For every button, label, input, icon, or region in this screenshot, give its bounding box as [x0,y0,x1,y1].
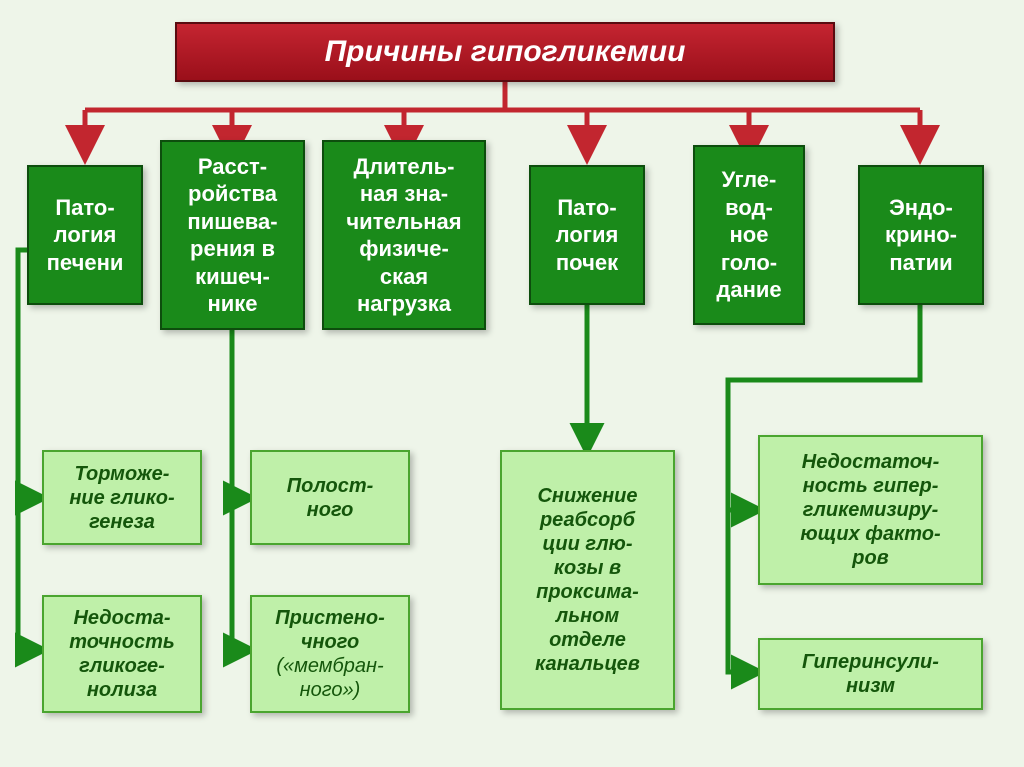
cause-label: Угле-вод-ноеголо-дание [716,166,781,304]
leaf-glyco-inh: Торможе-ние глико-генеза [42,450,202,545]
diagram-title: Причины гипогликемии [175,22,835,82]
leaf-label: Недоста-точностьгликоге-нолиза [69,606,174,702]
leaf-reabsorb: Снижениереабсорбции глю-козы впроксима-л… [500,450,675,710]
leaf-glyco-def: Недоста-точностьгликоге-нолиза [42,595,202,713]
cause-label: Пато-логияпечени [47,194,124,277]
leaf-label: Торможе-ние глико-генеза [69,462,174,534]
leaf-label: Недостаточ-ность гипер-гликемизиру-ющих … [800,450,940,570]
cause-endo: Эндо-крино-патии [858,165,984,305]
leaf-label: Пристено-чного(«мембран-ного») [275,606,385,702]
cause-label: Пато-логияпочек [556,194,619,277]
leaf-hyperins: Гиперинсули-низм [758,638,983,710]
cause-label: Длитель-ная зна-чительнаяфизиче-скаянагр… [346,153,461,318]
leaf-parietal: Пристено-чного(«мембран-ного») [250,595,410,713]
cause-label: Эндо-крино-патии [885,194,957,277]
cause-exercise: Длитель-ная зна-чительнаяфизиче-скаянагр… [322,140,486,330]
cause-kidney: Пато-логияпочек [529,165,645,305]
cause-liver: Пато-логияпечени [27,165,143,305]
leaf-label: Гиперинсули-низм [802,650,939,698]
cause-label: Расст-ройствапишева-рения вкишеч-нике [187,153,277,318]
diagram-title-text: Причины гипогликемии [325,35,686,69]
leaf-hyperfact: Недостаточ-ность гипер-гликемизиру-ющих … [758,435,983,585]
leaf-cavity: Полост-ного [250,450,410,545]
leaf-label: Снижениереабсорбции глю-козы впроксима-л… [535,484,640,676]
cause-starv: Угле-вод-ноеголо-дание [693,145,805,325]
leaf-label: Полост-ного [287,474,374,522]
cause-digest: Расст-ройствапишева-рения вкишеч-нике [160,140,305,330]
